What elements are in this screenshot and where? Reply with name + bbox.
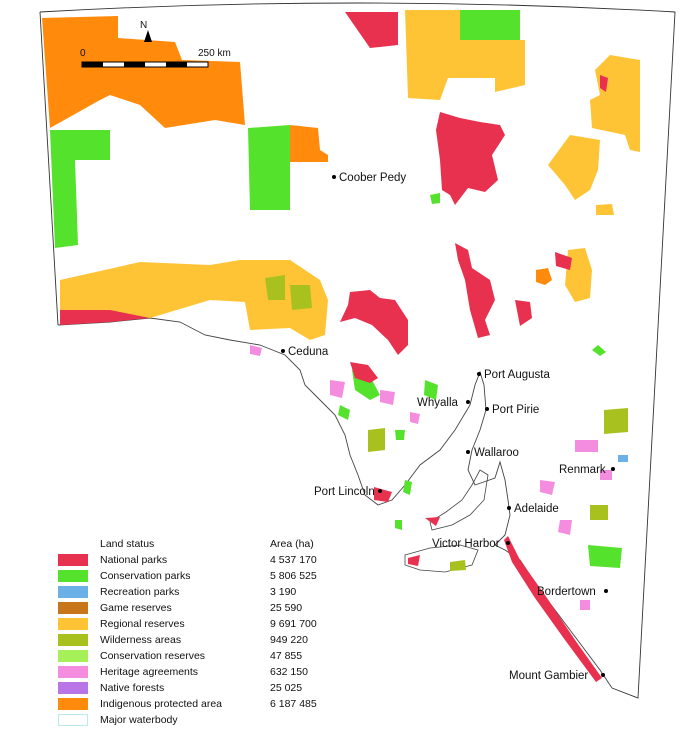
legend-item-name: Game reserves — [100, 602, 172, 614]
legend-item: Native forests 25 025 — [58, 680, 358, 696]
scale-bar: 0 250 km — [80, 48, 231, 68]
legend-item: Conservation parks 5 806 525 — [58, 568, 358, 584]
legend-item-area: 9 691 700 — [270, 618, 317, 630]
legend-area-header: Area (ha) — [270, 538, 314, 550]
legend: Land status Area (ha) National parks 4 53… — [58, 536, 358, 728]
legend-swatch — [58, 634, 88, 646]
legend-swatch — [58, 586, 88, 598]
legend-item-area: 632 150 — [270, 666, 308, 678]
legend-item-area: 25 025 — [270, 682, 303, 694]
legend-swatch — [58, 602, 88, 614]
legend-item-name: Heritage agreements — [100, 666, 199, 678]
town-label: Ceduna — [288, 346, 329, 358]
legend-item: Game reserves 25 590 — [58, 600, 358, 616]
town-label: Victor Harbor — [432, 538, 500, 550]
legend-item: National parks 4 537 170 — [58, 552, 358, 568]
legend-item-area: 4 537 170 — [270, 554, 317, 566]
legend-item-area: 949 220 — [270, 634, 308, 646]
town-label: Mount Gambier — [509, 670, 588, 682]
scale-end-label: 250 km — [198, 48, 231, 59]
legend-swatch — [58, 650, 88, 662]
legend-item-area: 25 590 — [270, 602, 303, 614]
town-label: Renmark — [559, 464, 606, 476]
regional-reserves — [60, 10, 640, 340]
town-label: Wallaroo — [474, 447, 519, 459]
state-boundary-west — [39, 11, 59, 326]
legend-header: Land status Area (ha) — [58, 536, 358, 552]
legend-swatch — [58, 666, 88, 678]
legend-item-name: Indigenous protected area — [100, 698, 223, 710]
indigenous-protected-areas — [42, 16, 552, 285]
towns: Coober Pedy Ceduna Port Augusta Whyalla … — [281, 172, 615, 682]
yorke-peninsula — [429, 469, 489, 531]
legend-swatch — [58, 570, 88, 582]
coastline — [57, 317, 613, 689]
legend-item: Regional reserves 9 691 700 — [58, 616, 358, 632]
legend-item-name: Regional reserves — [100, 618, 185, 630]
recreation-parks — [618, 455, 628, 462]
legend-item-name: Conservation parks — [100, 570, 191, 582]
legend-swatch — [58, 554, 88, 566]
legend-item: Heritage agreements 632 150 — [58, 664, 358, 680]
legend-rows: National parks 4 537 170 Conservation park… — [58, 552, 358, 728]
town-label: Port Lincoln — [314, 486, 375, 498]
legend-swatch — [58, 714, 88, 726]
conservation-parks — [50, 10, 622, 568]
legend-swatch — [58, 698, 88, 710]
heritage-agreements — [250, 345, 612, 610]
legend-item-name: Native forests — [100, 682, 165, 694]
legend-item-area: 5 806 525 — [270, 570, 317, 582]
state-boundary — [39, 2, 676, 699]
legend-item-name: Major waterbody — [100, 714, 178, 726]
legend-item-area: 6 187 485 — [270, 698, 317, 710]
legend-item-area: 47 855 — [270, 650, 303, 662]
legend-item: Recreation parks 3 190 — [58, 584, 358, 600]
legend-item-name: Recreation parks — [100, 586, 180, 598]
north-label: N — [140, 20, 147, 31]
scale-start-label: 0 — [80, 48, 86, 59]
legend-title: Land status — [100, 538, 155, 550]
legend-item: Wilderness areas 949 220 — [58, 632, 358, 648]
legend-item-name: Wilderness areas — [100, 634, 182, 646]
legend-item: Conservation reserves 47 855 — [58, 648, 358, 664]
town-label: Whyalla — [417, 397, 459, 409]
north-arrow: N — [140, 20, 152, 42]
legend-item-area: 3 190 — [270, 586, 297, 598]
legend-swatch — [58, 618, 88, 630]
town-label: Port Pirie — [492, 404, 539, 416]
legend-item-name: Conservation reserves — [100, 650, 206, 662]
legend-item: Indigenous protected area 6 187 485 — [58, 696, 358, 712]
legend-swatch — [58, 682, 88, 694]
town-label: Bordertown — [537, 586, 596, 598]
town-label: Port Augusta — [484, 369, 550, 381]
legend-item: Major waterbody — [58, 712, 358, 728]
town-label: Coober Pedy — [339, 172, 406, 184]
town-label: Adelaide — [514, 503, 559, 515]
national-parks — [60, 12, 608, 682]
legend-item-name: National parks — [100, 554, 168, 566]
wilderness-areas — [265, 275, 628, 571]
